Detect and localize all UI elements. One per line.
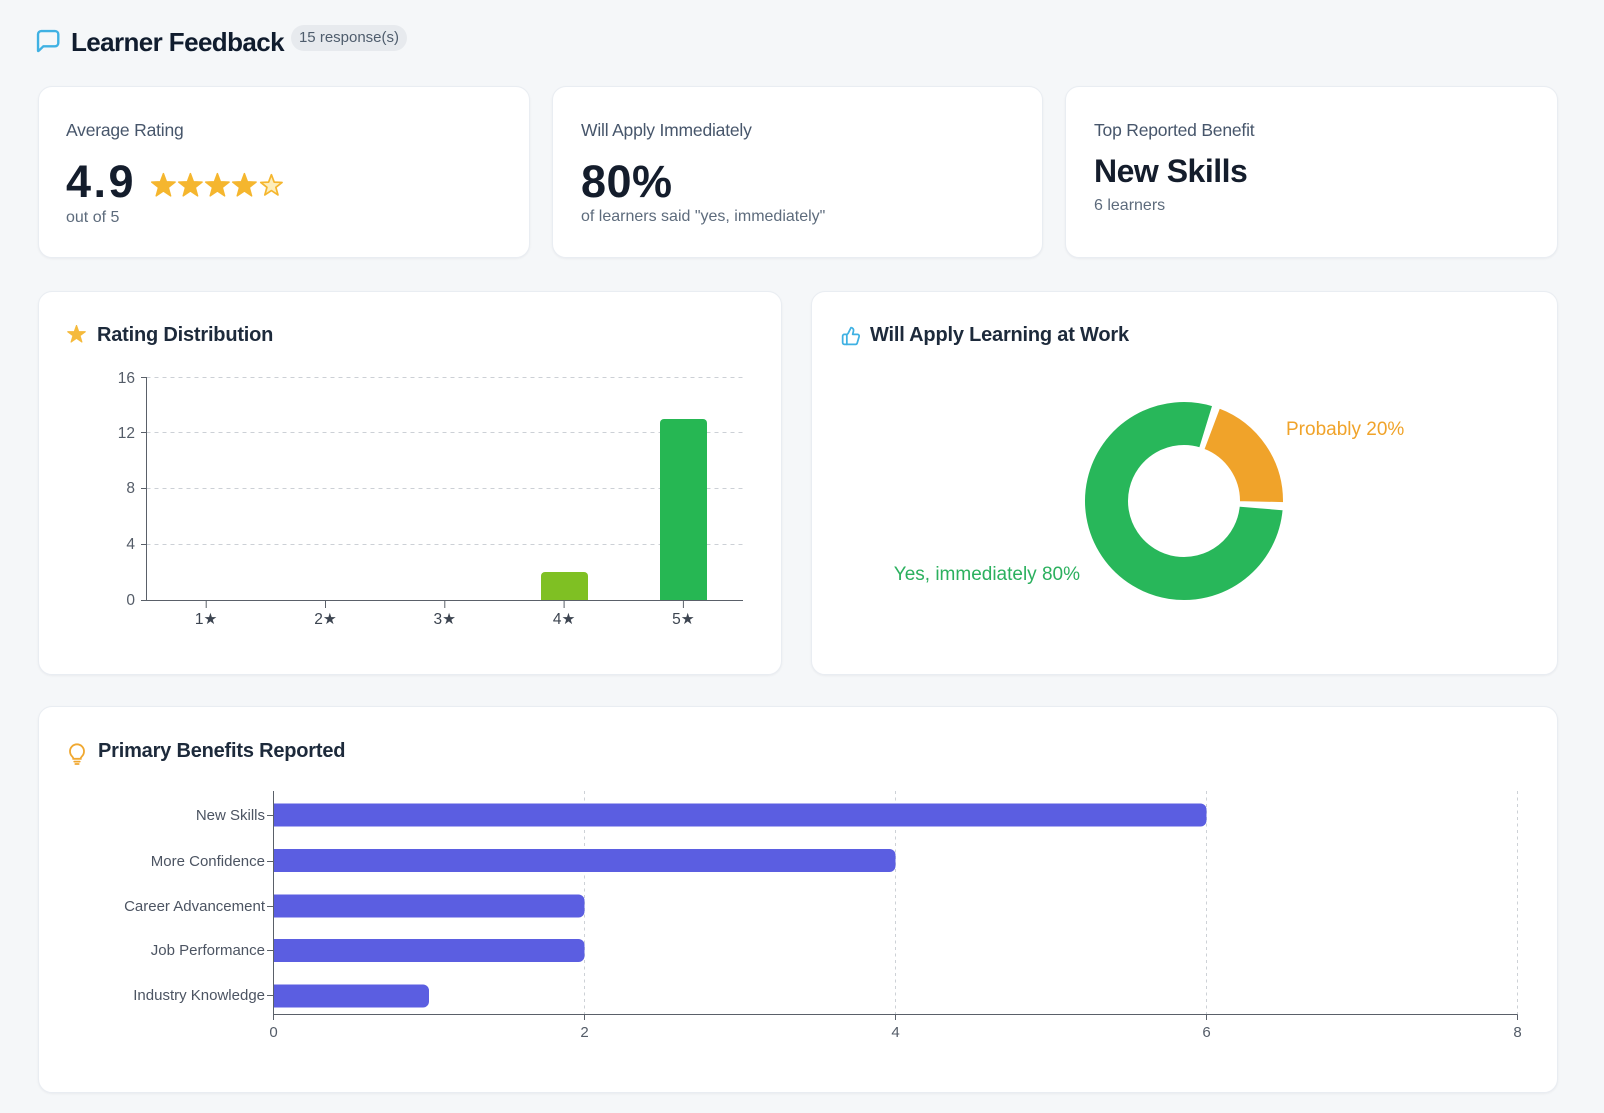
svg-text:4: 4 (126, 536, 135, 553)
svg-text:Probably 20%: Probably 20% (1286, 419, 1404, 440)
svg-text:2★: 2★ (314, 611, 337, 628)
svg-text:4★: 4★ (553, 611, 576, 628)
svg-text:3★: 3★ (434, 611, 457, 628)
svg-text:More Confidence: More Confidence (151, 853, 265, 870)
svg-text:Career Advancement: Career Advancement (124, 898, 266, 915)
svg-text:0: 0 (126, 592, 135, 609)
svg-text:2: 2 (580, 1024, 588, 1041)
svg-text:16: 16 (118, 370, 135, 387)
svg-text:8: 8 (126, 480, 135, 497)
svg-text:8: 8 (1513, 1024, 1521, 1041)
svg-text:Job Performance: Job Performance (151, 942, 265, 959)
svg-text:12: 12 (118, 425, 135, 442)
svg-text:4: 4 (891, 1024, 899, 1041)
svg-text:5★: 5★ (672, 611, 695, 628)
svg-text:New Skills: New Skills (196, 807, 265, 824)
svg-text:0: 0 (269, 1024, 277, 1041)
svg-text:Yes, immediately 80%: Yes, immediately 80% (894, 564, 1080, 585)
svg-text:6: 6 (1202, 1024, 1210, 1041)
svg-text:Industry Knowledge: Industry Knowledge (133, 987, 265, 1004)
svg-text:1★: 1★ (195, 611, 218, 628)
